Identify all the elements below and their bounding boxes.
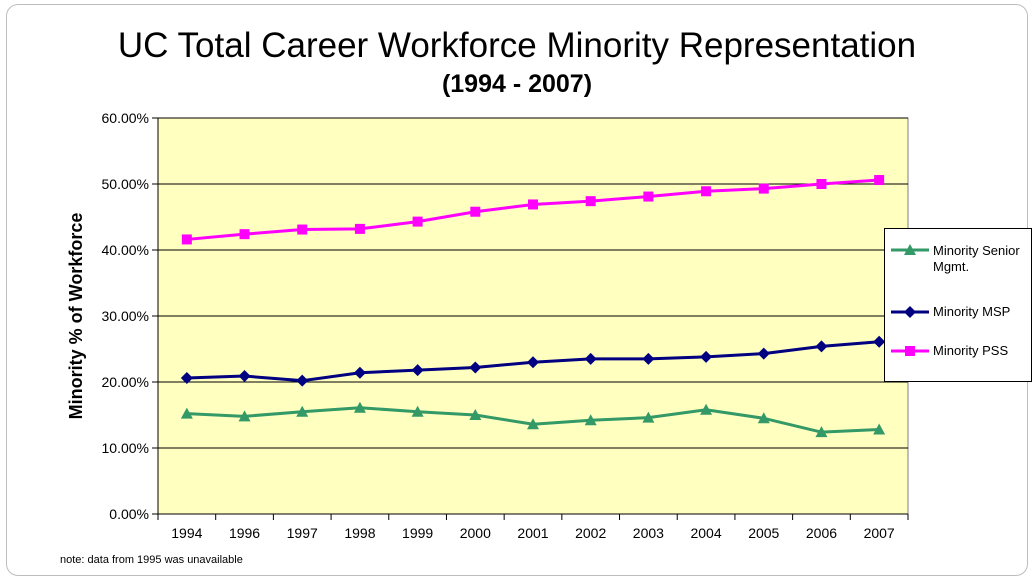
data-point-triangle [238,410,251,422]
data-point-square [643,191,654,202]
footnote: note: data from 1995 was unavailable [60,554,243,566]
data-point-diamond [238,370,251,383]
data-point-diamond [757,347,770,360]
y-tick-label: 60.00% [102,110,149,126]
legend: Minority Senior Mgmt. Minority MSP Minor… [884,228,1032,382]
x-tick-label: 1996 [229,525,260,541]
series-2 [180,335,886,387]
data-point-triangle [700,403,713,415]
data-point-square [354,223,365,234]
x-tick-label: 2005 [748,525,779,541]
data-point-triangle [469,409,482,420]
y-axis-label: Minority % of Workforce [66,213,86,420]
data-point-square [412,216,423,227]
x-axis-ticks: 1994 1996 1997 1998 1999 2000 2001 2002 2003 2004… [157,514,909,541]
data-point-triangle [815,426,828,438]
data-point-diamond [296,374,309,387]
x-tick-label: 1998 [344,525,375,541]
x-tick-label: 1994 [171,525,202,541]
data-point-triangle [353,401,366,413]
chart-title: UC Total Career Workforce Minority Repre… [117,26,917,65]
data-point-square [470,206,481,217]
data-point-diamond [469,361,482,374]
data-point-triangle [873,423,886,435]
series-3 [181,175,885,245]
x-tick-label: 2002 [575,525,606,541]
data-point-diamond [527,356,539,369]
y-tick-label: 10.00% [102,440,149,456]
data-point-triangle [527,418,539,430]
x-tick-label: 2003 [633,525,664,541]
data-point-triangle [584,414,597,426]
x-tick-label: 1997 [287,525,318,541]
series-group [180,175,886,438]
data-point-diamond [642,352,655,365]
data-point-triangle [642,411,655,423]
chart-subtitle: (1994 - 2007) [441,70,593,98]
legend-label-pss: Minority PSS [933,343,1009,358]
data-point-diamond [584,352,597,365]
legend-diamond-marker-icon [891,306,929,318]
data-point-square [181,234,192,245]
data-point-triangle [411,405,424,417]
series-1 [180,401,886,438]
data-point-diamond [411,364,424,377]
x-tick-label: 1999 [402,525,433,541]
y-tick-label: 0.00% [109,506,149,522]
data-point-square [297,224,308,235]
data-point-square [585,196,596,207]
x-tick-label: 2000 [460,525,491,541]
data-point-square [816,179,827,189]
x-tick-label: 2001 [517,525,548,541]
x-tick-label: 2007 [864,525,895,541]
legend-item-senior-mgmt: Minority Senior Mgmt. [889,243,1029,275]
x-tick-label: 2004 [690,525,721,541]
legend-label-senior-mgmt: Minority Senior Mgmt. [933,243,1020,274]
y-tick-label: 50.00% [102,176,149,192]
legend-label-msp: Minority MSP [933,304,1011,319]
data-point-diamond [815,340,828,353]
data-point-square [758,183,769,194]
data-point-triangle [296,405,309,417]
y-tick-label: 30.00% [102,308,149,324]
legend-triangle-marker-icon [891,244,929,255]
data-point-square [701,186,712,197]
data-point-triangle [180,407,193,419]
data-point-diamond [353,366,366,379]
legend-item-pss: Minority PSS [889,343,1029,359]
y-axis-ticks: 0.00% 10.00% 20.00% 30.00% 40.00% 50.00% 60.00… [102,110,158,522]
x-tick-label: 2006 [806,525,837,541]
data-point-diamond [873,335,886,348]
data-point-diamond [700,350,713,363]
data-point-square [528,199,538,210]
data-point-diamond [180,372,193,385]
gridlines [158,117,908,449]
legend-item-msp: Minority MSP [889,304,1029,320]
data-point-square [874,175,885,186]
data-point-triangle [757,412,770,424]
data-point-square [239,229,250,240]
y-tick-label: 20.00% [102,374,149,390]
legend-square-marker-icon [891,346,929,356]
y-tick-label: 40.00% [102,242,149,258]
